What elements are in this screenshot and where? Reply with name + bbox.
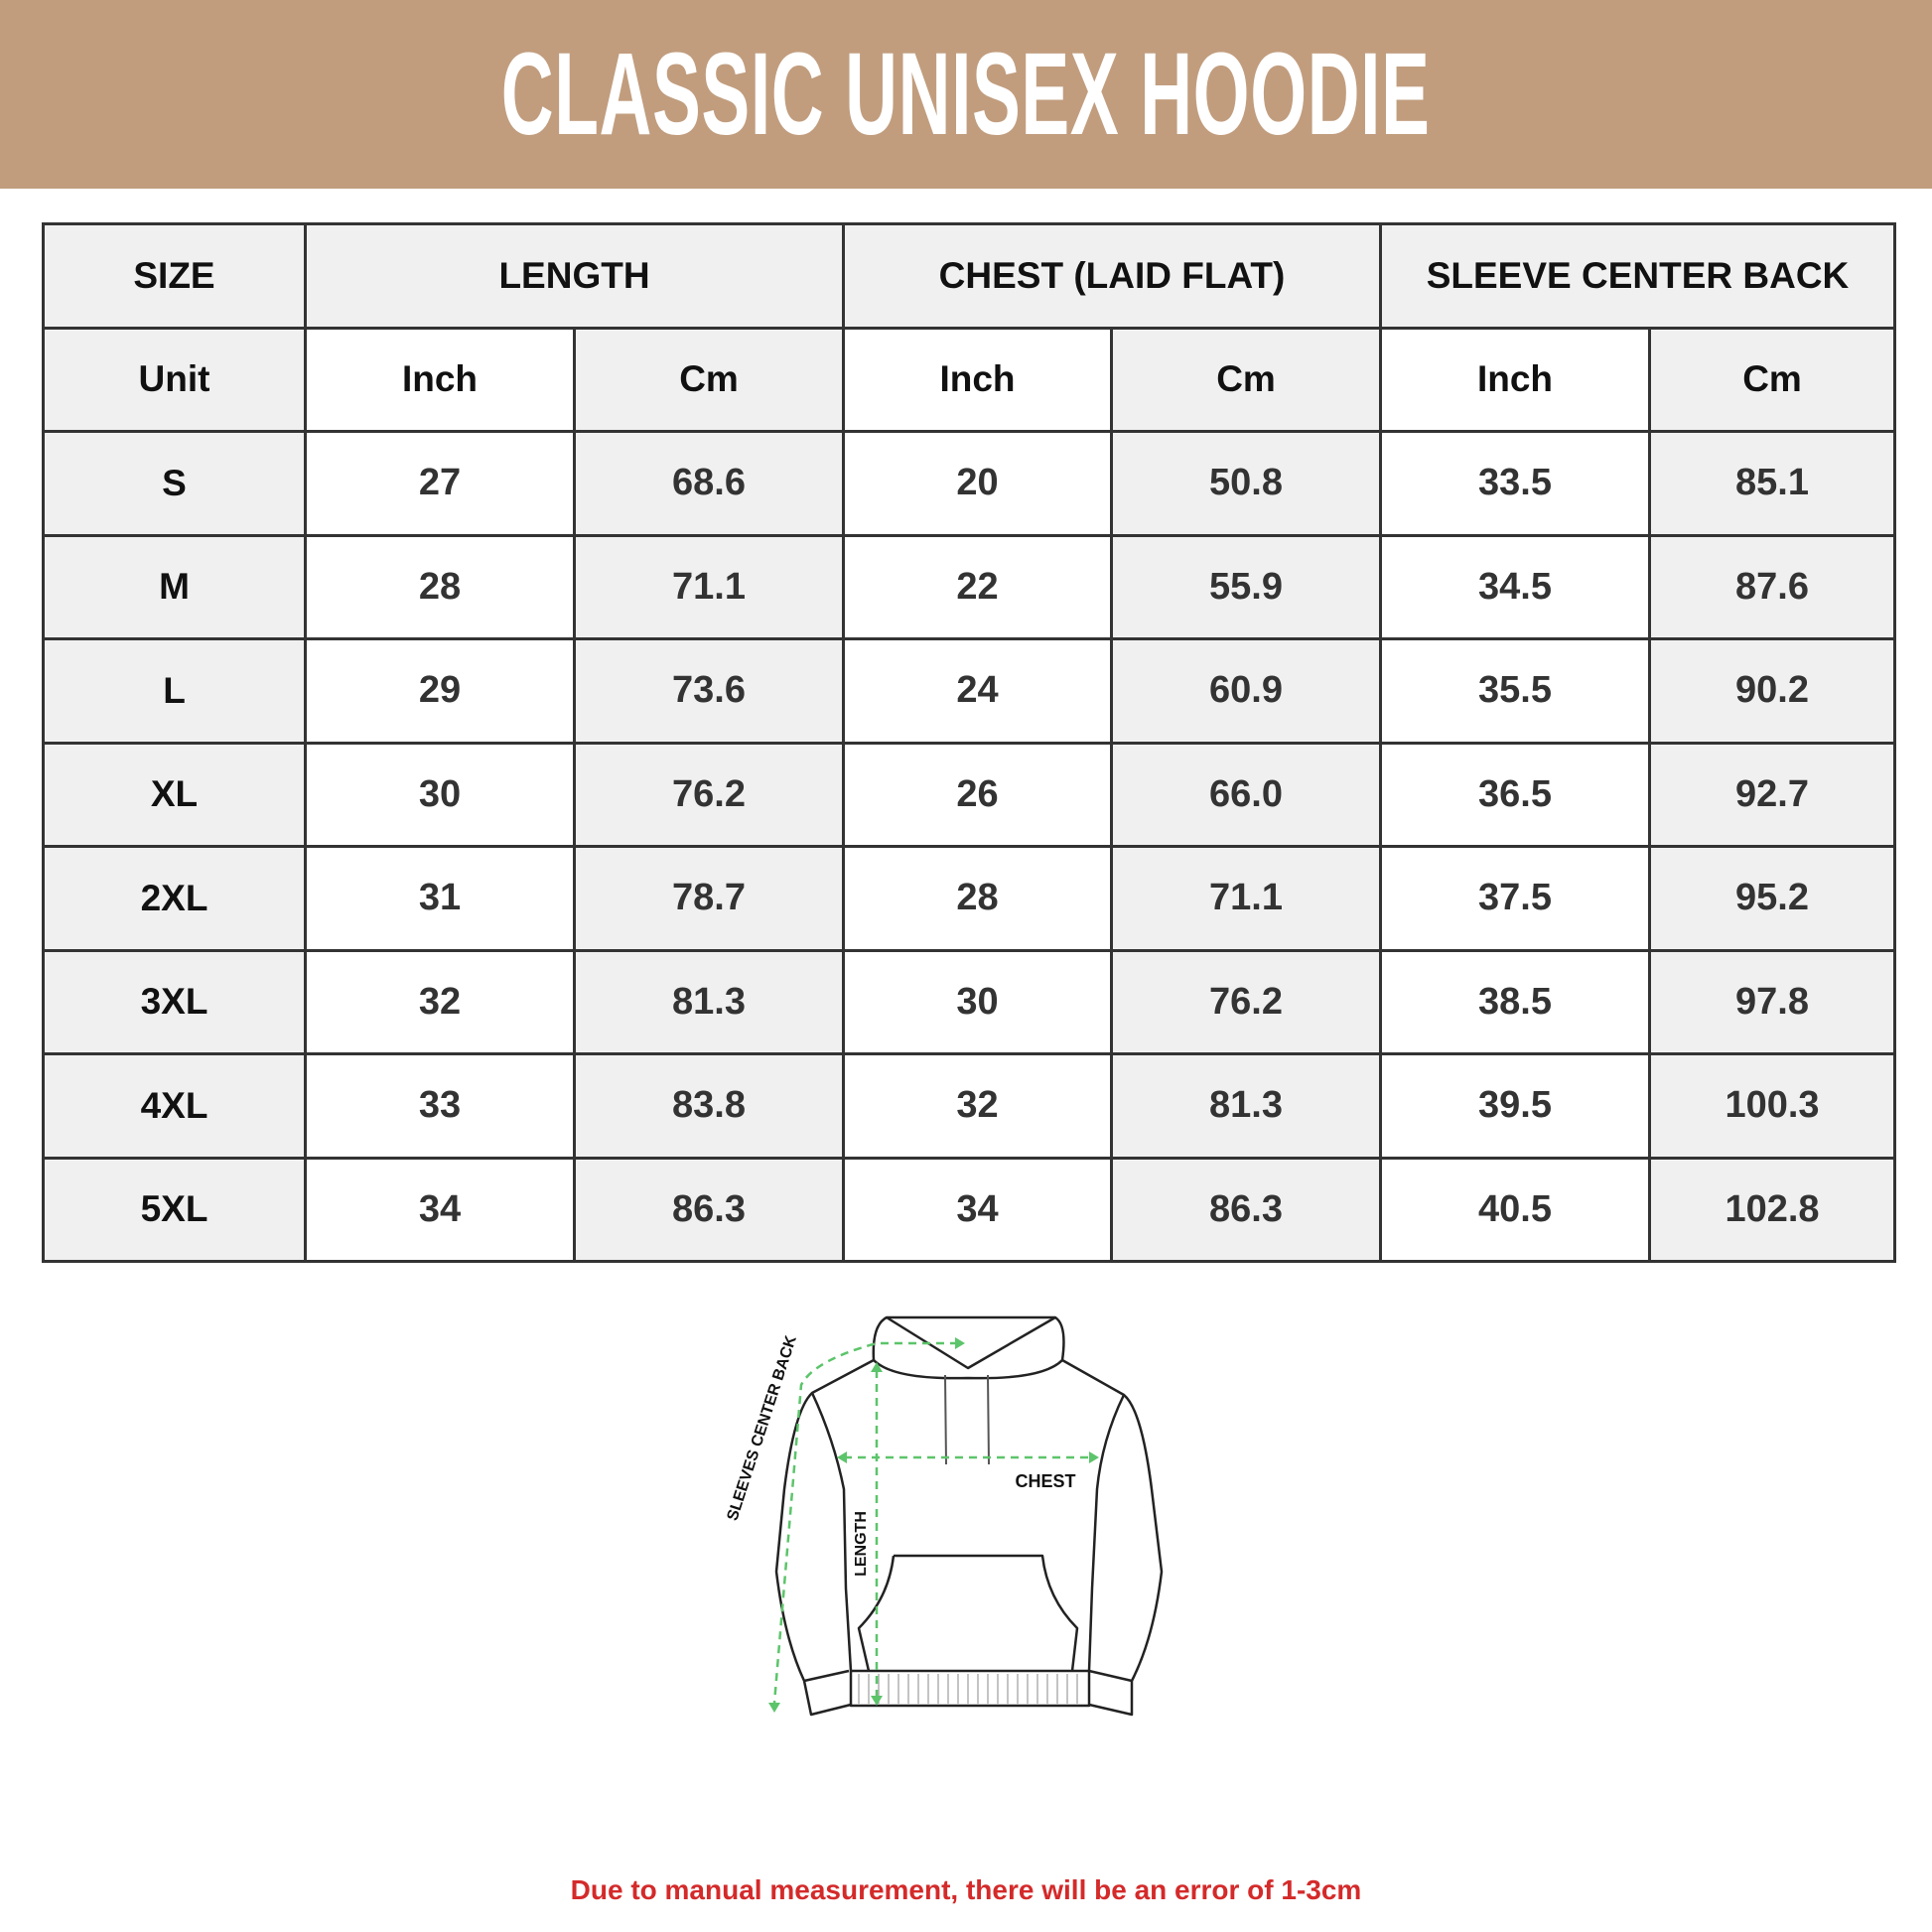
measurement-cell: 85.1: [1651, 433, 1893, 534]
measurement-cell: 40.5: [1382, 1159, 1648, 1260]
size-cell: S: [45, 433, 304, 534]
size-cell: 2XL: [45, 848, 304, 949]
waistband-ribbing: [858, 1674, 1078, 1704]
measurement-cell: 73.6: [576, 640, 842, 742]
measurement-cell: 76.2: [576, 744, 842, 845]
measurement-cell: 92.7: [1651, 744, 1893, 845]
unit-header: Cm: [1113, 329, 1379, 430]
unit-header: Cm: [576, 329, 842, 430]
measurement-cell: 38.5: [1382, 951, 1648, 1052]
measurement-cell: 66.0: [1113, 744, 1379, 845]
measurement-cell: 50.8: [1113, 433, 1379, 534]
measurement-cell: 60.9: [1113, 640, 1379, 742]
measurement-cell: 39.5: [1382, 1055, 1648, 1157]
size-cell: L: [45, 640, 304, 742]
measurement-cell: 81.3: [576, 951, 842, 1052]
measurement-cell: 90.2: [1651, 640, 1893, 742]
size-cell: 4XL: [45, 1055, 304, 1157]
measurement-cell: 34: [845, 1159, 1110, 1260]
measurement-cell: 31: [307, 848, 573, 949]
arrow-heads: [768, 1337, 1099, 1713]
measurement-cell: 55.9: [1113, 536, 1379, 637]
measurement-cell: 34.5: [1382, 536, 1648, 637]
measurement-cell: 102.8: [1651, 1159, 1893, 1260]
measurement-cell: 97.8: [1651, 951, 1893, 1052]
hoodie-measurement-diagram: CHEST LENGTH SLEEVES CENTER BACK: [725, 1315, 1164, 1717]
measurement-cell: 81.3: [1113, 1055, 1379, 1157]
measurement-cell: 71.1: [1113, 848, 1379, 949]
size-cell: 5XL: [45, 1159, 304, 1260]
measurement-cell: 28: [845, 848, 1110, 949]
unit-header: Inch: [307, 329, 573, 430]
unit-header: Inch: [1382, 329, 1648, 430]
measurement-cell: 20: [845, 433, 1110, 534]
length-label: LENGTH: [853, 1511, 870, 1577]
page-title: CLASSIC UNISEX HOODIE: [501, 29, 1431, 160]
size-chart-table: SIZE LENGTH CHEST (LAID FLAT) SLEEVE CEN…: [42, 222, 1896, 1263]
title-banner: CLASSIC UNISEX HOODIE: [0, 0, 1932, 189]
measurement-cell: 68.6: [576, 433, 842, 534]
measurement-cell: 71.1: [576, 536, 842, 637]
size-cell: M: [45, 536, 304, 637]
measurement-cell: 33: [307, 1055, 573, 1157]
measurement-cell: 35.5: [1382, 640, 1648, 742]
header-sleeve: SLEEVE CENTER BACK: [1382, 225, 1893, 327]
sleeve-label: SLEEVES CENTER BACK: [725, 1333, 800, 1523]
measurement-cell: 95.2: [1651, 848, 1893, 949]
measurement-cell: 100.3: [1651, 1055, 1893, 1157]
unit-header: Cm: [1651, 329, 1893, 430]
size-cell: 3XL: [45, 951, 304, 1052]
unit-header: Inch: [845, 329, 1110, 430]
unit-label: Unit: [45, 329, 304, 430]
measurement-cell: 29: [307, 640, 573, 742]
measurement-cell: 32: [845, 1055, 1110, 1157]
header-length: LENGTH: [307, 225, 842, 327]
measurement-cell: 86.3: [576, 1159, 842, 1260]
measurement-cell: 24: [845, 640, 1110, 742]
measurement-arrows: [772, 1341, 1092, 1704]
header-chest: CHEST (LAID FLAT): [845, 225, 1379, 327]
measurement-cell: 36.5: [1382, 744, 1648, 845]
measurement-note: Due to manual measurement, there will be…: [570, 1874, 1362, 1905]
measurement-cell: 27: [307, 433, 573, 534]
measurement-cell: 34: [307, 1159, 573, 1260]
measurement-cell: 32: [307, 951, 573, 1052]
measurement-cell: 30: [307, 744, 573, 845]
measurement-cell: 78.7: [576, 848, 842, 949]
measurement-cell: 26: [845, 744, 1110, 845]
measurement-cell: 33.5: [1382, 433, 1648, 534]
measurement-cell: 28: [307, 536, 573, 637]
measurement-cell: 83.8: [576, 1055, 842, 1157]
measurement-cell: 22: [845, 536, 1110, 637]
header-size: SIZE: [45, 225, 304, 327]
measurement-cell: 87.6: [1651, 536, 1893, 637]
hoodie-outline: [774, 1315, 1164, 1717]
size-cell: XL: [45, 744, 304, 845]
measurement-cell: 37.5: [1382, 848, 1648, 949]
measurement-cell: 30: [845, 951, 1110, 1052]
measurement-cell: 76.2: [1113, 951, 1379, 1052]
measurement-cell: 86.3: [1113, 1159, 1379, 1260]
chest-label: CHEST: [1015, 1471, 1075, 1491]
